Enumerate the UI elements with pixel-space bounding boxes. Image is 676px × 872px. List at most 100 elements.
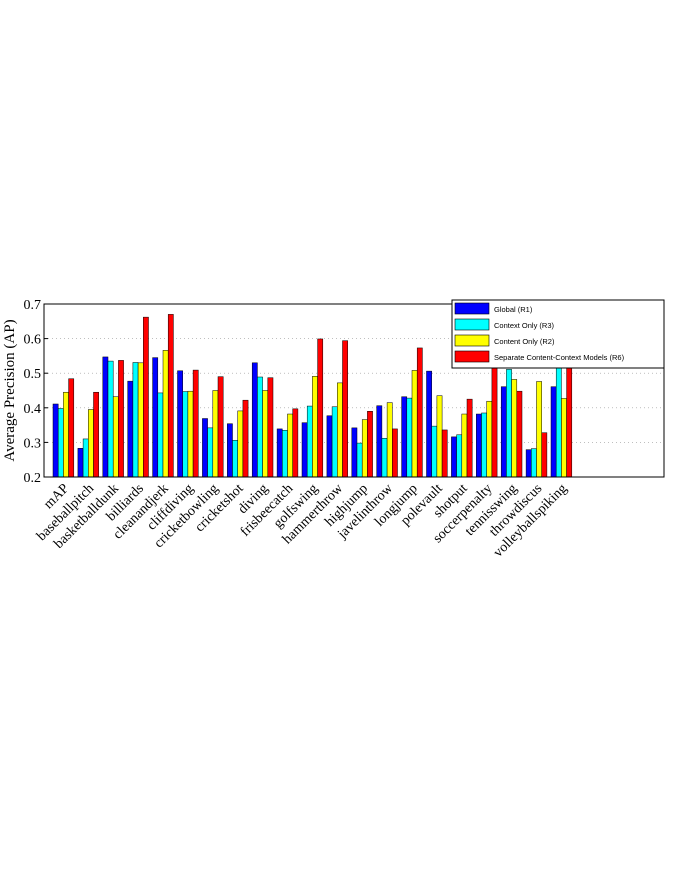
legend: Global (R1) Context Only (R3) Content Only… xyxy=(451,299,665,369)
bar xyxy=(550,386,557,478)
bar xyxy=(481,412,487,478)
bar xyxy=(177,370,183,478)
bar xyxy=(157,392,164,478)
legend-swatch xyxy=(454,350,490,363)
legend-label: Global (R1) xyxy=(494,305,533,314)
bar xyxy=(63,391,69,478)
bar xyxy=(301,422,308,478)
bar xyxy=(500,386,507,478)
bar xyxy=(566,367,573,478)
bar xyxy=(312,376,318,478)
bar xyxy=(262,390,269,478)
bar xyxy=(82,438,89,478)
bar xyxy=(426,370,432,478)
bar xyxy=(525,449,532,478)
legend-swatch xyxy=(454,318,490,331)
x-axis: mAPbaseballpitchbasketballdunkbilliardsc… xyxy=(34,481,570,561)
bar xyxy=(187,390,194,478)
bar xyxy=(207,427,214,478)
bar xyxy=(192,369,199,478)
y-tick-label: 0.2 xyxy=(24,471,42,486)
legend-label: Content Only (R2) xyxy=(494,337,555,346)
y-tick-label: 0.4 xyxy=(24,402,42,417)
bar xyxy=(212,390,219,478)
bar xyxy=(202,418,208,478)
bar xyxy=(152,357,159,478)
bar xyxy=(282,430,288,478)
bar xyxy=(392,428,398,478)
bar xyxy=(237,410,244,478)
bar xyxy=(376,405,383,478)
legend-swatch xyxy=(454,334,490,347)
bar xyxy=(182,391,189,478)
bar xyxy=(267,377,274,478)
bar xyxy=(217,376,224,478)
bar xyxy=(276,428,283,478)
bar xyxy=(337,382,343,478)
bar xyxy=(416,347,423,478)
bar xyxy=(486,400,493,478)
legend-label: Context Only (R3) xyxy=(494,321,555,330)
bar xyxy=(511,379,518,478)
bar xyxy=(102,356,109,478)
bar xyxy=(381,437,388,478)
bar xyxy=(476,413,482,478)
bar xyxy=(436,395,443,478)
bar xyxy=(167,314,174,478)
y-axis-title: Average Precision (AP) xyxy=(2,319,18,461)
bar xyxy=(137,362,144,478)
bar xyxy=(342,340,348,478)
bar xyxy=(107,360,114,478)
bar xyxy=(331,406,338,478)
bar xyxy=(466,398,473,478)
bar xyxy=(93,391,99,478)
bar xyxy=(401,396,408,478)
bar xyxy=(306,405,313,478)
bar xyxy=(555,367,562,478)
bar xyxy=(132,362,139,478)
bar xyxy=(227,423,233,478)
bar xyxy=(441,429,448,478)
legend-swatch xyxy=(454,302,490,315)
bar xyxy=(386,402,393,478)
bar xyxy=(232,440,238,478)
y-tick-label: 0.6 xyxy=(24,333,42,348)
bar xyxy=(326,415,333,478)
bar xyxy=(57,408,64,478)
bar xyxy=(112,396,119,478)
bar xyxy=(506,369,512,478)
bar xyxy=(431,425,438,478)
bar xyxy=(361,419,368,478)
y-tick-label: 0.3 xyxy=(24,436,42,451)
y-axis: 0.2 0.3 0.4 0.5 0.6 0.7 xyxy=(24,298,48,486)
bar xyxy=(251,362,258,478)
bar xyxy=(88,409,94,478)
bar xyxy=(461,413,468,478)
y-tick-label: 0.5 xyxy=(24,367,42,382)
bar xyxy=(68,378,75,478)
bar xyxy=(287,413,293,478)
bar xyxy=(541,432,548,478)
y-tick-label: 0.7 xyxy=(24,298,42,313)
bar xyxy=(242,399,249,478)
legend-label: Separate Content-Context Models (R6) xyxy=(494,353,625,362)
bar xyxy=(162,350,169,478)
bar xyxy=(411,370,418,478)
bar xyxy=(561,398,567,478)
bar xyxy=(52,403,59,478)
bar xyxy=(406,397,413,478)
bar xyxy=(317,338,324,478)
bar xyxy=(356,442,363,478)
bar xyxy=(491,362,498,478)
bar xyxy=(127,380,134,478)
bar xyxy=(516,390,523,478)
bar xyxy=(351,427,358,478)
bar xyxy=(77,448,84,478)
bar xyxy=(292,408,299,478)
bar xyxy=(536,381,542,478)
plot-area-frame xyxy=(43,303,665,478)
bar xyxy=(451,436,457,478)
bar xyxy=(367,411,373,478)
bar xyxy=(257,376,263,478)
